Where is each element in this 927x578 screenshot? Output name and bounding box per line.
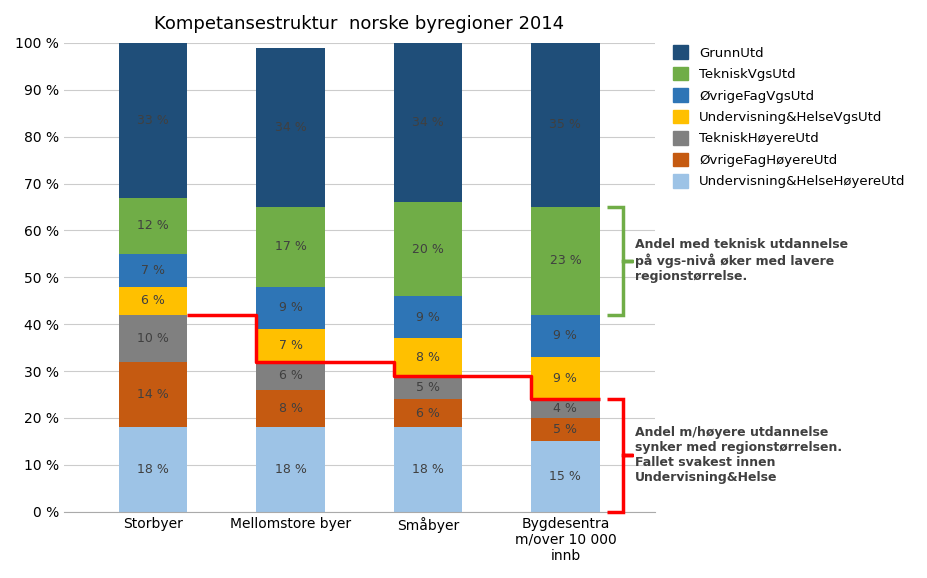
Bar (531, 357, 600, 399)
Text: 7 %: 7 % (278, 339, 302, 352)
Bar (256, 47, 324, 207)
Bar (394, 376, 463, 399)
Text: 6 %: 6 % (141, 294, 165, 307)
Bar (531, 399, 600, 418)
Bar (119, 315, 187, 362)
Bar (256, 390, 324, 427)
Text: 18 %: 18 % (137, 463, 169, 476)
Text: 35 %: 35 % (550, 118, 581, 131)
Text: 9 %: 9 % (279, 301, 302, 314)
Text: Andel med teknisk utdannelse
på vgs-nivå øker med lavere
regionstørrelse.: Andel med teknisk utdannelse på vgs-nivå… (635, 239, 848, 283)
Bar (394, 296, 463, 338)
Bar (256, 362, 324, 390)
Text: 23 %: 23 % (550, 254, 581, 268)
Text: 15 %: 15 % (550, 470, 581, 483)
Text: 12 %: 12 % (137, 219, 169, 232)
Text: 8 %: 8 % (416, 350, 440, 364)
Bar (256, 287, 324, 329)
Text: 10 %: 10 % (137, 332, 169, 344)
Text: 34 %: 34 % (274, 121, 307, 134)
Text: 20 %: 20 % (412, 243, 444, 255)
Bar (531, 207, 600, 315)
Bar (531, 43, 600, 207)
Text: 7 %: 7 % (141, 264, 165, 277)
Bar (119, 254, 187, 287)
Text: 5 %: 5 % (416, 381, 440, 394)
Bar (394, 338, 463, 376)
Text: 9 %: 9 % (416, 310, 440, 324)
Text: 9 %: 9 % (553, 329, 578, 342)
Text: 5 %: 5 % (553, 423, 578, 436)
Text: 18 %: 18 % (274, 463, 307, 476)
Bar (256, 207, 324, 287)
Bar (394, 427, 463, 512)
Bar (119, 287, 187, 315)
Text: 18 %: 18 % (412, 463, 444, 476)
Title: Kompetansestruktur  norske byregioner 2014: Kompetansestruktur norske byregioner 201… (154, 15, 565, 33)
Bar (394, 43, 463, 202)
Text: 14 %: 14 % (137, 388, 169, 401)
Text: 4 %: 4 % (553, 402, 578, 415)
Bar (119, 43, 187, 198)
Text: 8 %: 8 % (278, 402, 302, 415)
Text: Andel m/høyere utdannelse
synker med regionstørrelsen.
Fallet svakest innen
Unde: Andel m/høyere utdannelse synker med reg… (635, 427, 842, 484)
Bar (119, 427, 187, 512)
Bar (256, 427, 324, 512)
Bar (256, 329, 324, 362)
Bar (119, 198, 187, 254)
Bar (394, 202, 463, 296)
Text: 17 %: 17 % (274, 240, 307, 253)
Text: 6 %: 6 % (416, 407, 440, 420)
Text: 34 %: 34 % (413, 116, 444, 129)
Legend: GrunnUtd, TekniskVgsUtd, ØvrigeFagVgsUtd, Undervisning&HelseVgsUtd, TekniskHøyer: GrunnUtd, TekniskVgsUtd, ØvrigeFagVgsUtd… (667, 40, 910, 194)
Bar (531, 418, 600, 442)
Bar (531, 315, 600, 357)
Text: 33 %: 33 % (137, 114, 169, 127)
Text: 6 %: 6 % (279, 369, 302, 382)
Bar (531, 442, 600, 512)
Text: 9 %: 9 % (553, 372, 578, 384)
Bar (119, 362, 187, 427)
Bar (394, 399, 463, 427)
